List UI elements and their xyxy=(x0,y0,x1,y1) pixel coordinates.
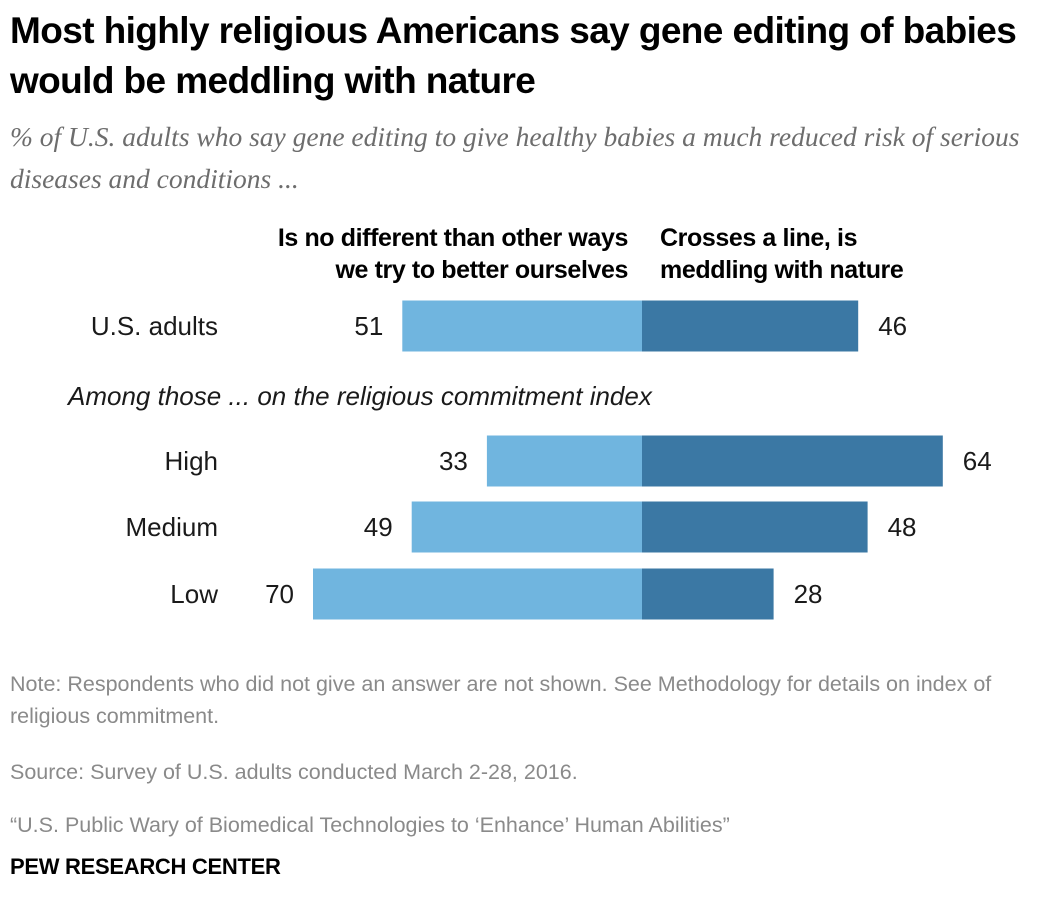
category-label: U.S. adults xyxy=(91,311,218,341)
value-label-no-different: 49 xyxy=(364,512,393,542)
source-line: Source: Survey of U.S. adults conducted … xyxy=(10,760,578,784)
right-column-header-line: Crosses a line, is xyxy=(660,224,858,252)
footnote: Note: Respondents who did not give an an… xyxy=(10,672,992,728)
value-label-crosses-line: 48 xyxy=(888,512,917,542)
chart-subtitle: % of U.S. adults who say gene editing to… xyxy=(10,121,1020,194)
bar-crosses-line xyxy=(642,300,859,352)
category-label: Low xyxy=(170,579,218,609)
bar-crosses-line xyxy=(642,501,868,553)
bar-crosses-line xyxy=(642,568,774,620)
report-title: “U.S. Public Wary of Biomedical Technolo… xyxy=(10,813,730,837)
diverging-bar-chart: Among those ... on the religious commitm… xyxy=(66,300,992,620)
value-label-crosses-line: 64 xyxy=(963,446,992,476)
bar-no-different xyxy=(313,568,642,620)
left-column-header-line: Is no different than other ways xyxy=(277,224,629,252)
value-label-no-different: 70 xyxy=(265,579,294,609)
value-label-no-different: 51 xyxy=(354,311,383,341)
left-column-header-line: we try to better ourselves xyxy=(335,256,629,284)
value-label-crosses-line: 28 xyxy=(794,579,823,609)
value-label-crosses-line: 46 xyxy=(878,311,907,341)
category-label: High xyxy=(165,446,218,476)
brand-logo-text: PEW RESEARCH CENTER xyxy=(10,854,281,879)
value-label-no-different: 33 xyxy=(439,446,468,476)
bar-no-different xyxy=(402,300,642,352)
chart-title: Most highly religious Americans say gene… xyxy=(10,10,1017,101)
bar-no-different xyxy=(411,501,642,553)
bar-no-different xyxy=(486,435,642,487)
right-column-header-line: meddling with nature xyxy=(660,256,904,284)
right-column-header: Crosses a line, is meddling with nature xyxy=(660,222,904,286)
bar-crosses-line xyxy=(642,435,943,487)
category-label: Medium xyxy=(126,512,218,542)
section-label: Among those ... on the religious commitm… xyxy=(66,381,653,411)
left-column-header: Is no different than other ways we try t… xyxy=(277,222,629,286)
